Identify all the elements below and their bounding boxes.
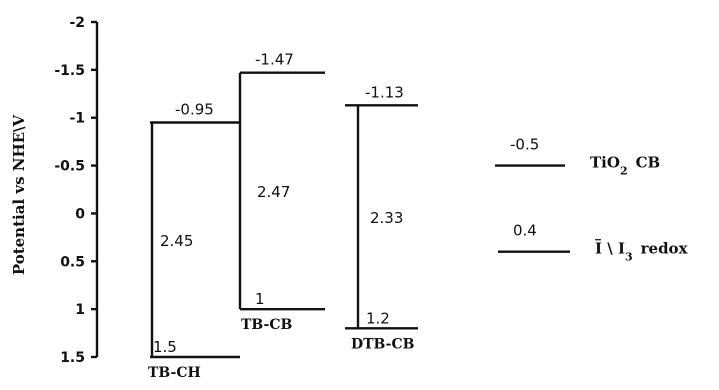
y-tick-label: 1 [75, 302, 85, 318]
homo-value-label: 1 [255, 290, 265, 308]
lumo-value-label: -1.13 [365, 83, 404, 101]
dye-name-label: TB-CH [148, 365, 201, 381]
y-tick-label: -2 [69, 15, 85, 31]
band-gap-label: 2.33 [370, 209, 403, 227]
reference-level: -0.5 TiO2 CB [495, 136, 660, 178]
y-tick-label: 1.5 [60, 350, 85, 366]
dye-tb-ch: -0.95 1.5 2.45 TB-CH [148, 101, 240, 381]
y-tick-label: 0.5 [60, 254, 85, 270]
reference-value-label: 0.4 [513, 222, 537, 240]
dye-levels: -0.95 1.5 2.45 TB-CH -1.47 1 2.47 TB-CB -1.13 1.2… [148, 51, 418, 381]
dye-name-label: DTB-CB [351, 336, 415, 352]
lumo-value-label: -0.95 [175, 101, 214, 119]
reference-name-label: TiO2 CB [590, 154, 660, 178]
reference-level: 0.4 I \ I3 redox [498, 222, 689, 264]
homo-value-label: 1.2 [366, 309, 390, 327]
band-gap-label: 2.45 [160, 232, 193, 250]
y-tick-label: 0 [75, 206, 85, 222]
dye-name-label: TB-CB [241, 317, 292, 333]
y-tick-label: -0.5 [54, 159, 85, 175]
reference-name-label: I \ I3 redox [595, 240, 689, 264]
y-axis-label: Potential vs NHE\V [10, 114, 28, 275]
reference-value-label: -0.5 [510, 136, 539, 154]
dye-tb-cb: -1.47 1 2.47 TB-CB [238, 51, 325, 333]
lumo-value-label: -1.47 [255, 51, 294, 69]
y-tick-label: -1.5 [54, 63, 85, 79]
band-gap-label: 2.47 [257, 183, 290, 201]
y-axis: -2 -1.5 -1 -0.5 0 0.5 1 1.5 [54, 15, 99, 366]
y-tick-label: -1 [69, 111, 85, 127]
reference-levels: -0.5 TiO2 CB 0.4 I \ I3 redox [495, 136, 689, 264]
homo-value-label: 1.5 [153, 338, 177, 356]
dye-dtb-cb: -1.13 1.2 2.33 DTB-CB [345, 83, 418, 352]
